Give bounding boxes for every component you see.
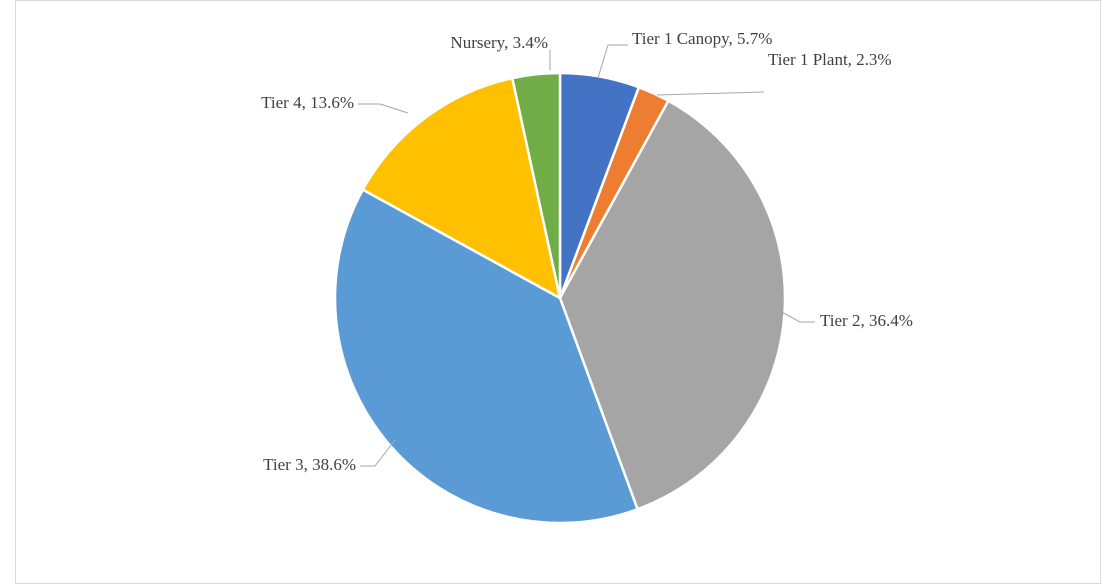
leader-line [358, 103, 409, 114]
data-label: Tier 4, 13.6% [261, 93, 354, 112]
pie-slice: Nursery [510, 71, 562, 299]
pie-slice: Tier 2 [558, 99, 787, 511]
leader-line [597, 44, 628, 79]
leader-line [777, 309, 815, 323]
data-label: Tier 1 Plant, 2.3% [768, 50, 892, 69]
leader-line [360, 439, 396, 467]
pie-slice: Tier 3 [333, 187, 640, 525]
data-label: Nursery, 3.4% [450, 33, 548, 52]
data-label: Tier 2, 36.4% [820, 311, 913, 330]
leader-line [656, 91, 765, 96]
data-label: Tier 3, 38.6% [263, 455, 356, 474]
pie-slice: Tier 4 [361, 76, 562, 301]
data-label: Tier 1 Canopy, 5.7% [632, 29, 772, 48]
